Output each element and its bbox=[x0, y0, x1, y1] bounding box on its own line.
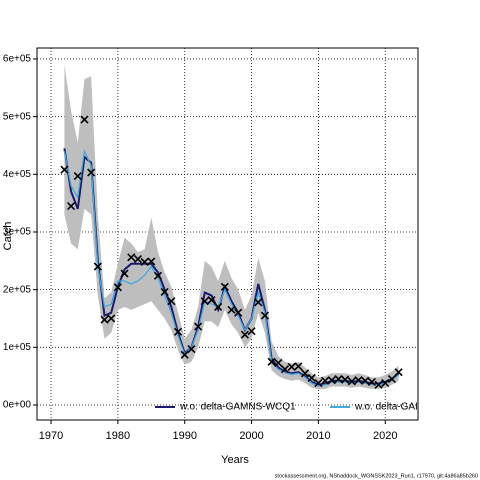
x-tick-label: 1990 bbox=[172, 430, 196, 442]
observed-marker bbox=[254, 298, 263, 307]
x-axis-label: Years bbox=[221, 454, 249, 466]
observed-marker bbox=[120, 269, 129, 278]
observed-marker bbox=[294, 362, 303, 371]
observed-marker bbox=[167, 297, 176, 306]
observed-marker bbox=[80, 115, 89, 124]
observed-marker bbox=[247, 327, 256, 336]
observed-marker bbox=[207, 295, 216, 305]
observed-marker bbox=[394, 368, 403, 377]
plot-area: w.o. delta-GAMNS-WCQ1 w.o. delta-GAI bbox=[37, 48, 418, 420]
observed-marker bbox=[234, 308, 243, 317]
observed-marker bbox=[93, 262, 102, 271]
observed-marker bbox=[307, 373, 316, 382]
observed-marker bbox=[387, 374, 396, 384]
observed-marker bbox=[314, 379, 323, 388]
y-tick-label: 3e+05 bbox=[3, 227, 32, 238]
observed-marker bbox=[127, 253, 136, 262]
x-tick-label: 2020 bbox=[373, 430, 397, 442]
observed-marker bbox=[280, 365, 290, 374]
observed-marker bbox=[140, 257, 149, 267]
observed-marker bbox=[300, 369, 310, 378]
observed-marker bbox=[321, 376, 330, 385]
x-tick-label: 1970 bbox=[39, 430, 63, 442]
observed-marker bbox=[107, 314, 116, 323]
confidence-band bbox=[64, 64, 399, 390]
series-line bbox=[63, 148, 400, 387]
series-line bbox=[63, 148, 400, 386]
y-tick-label: 0e+00 bbox=[3, 400, 32, 411]
observed-marker bbox=[67, 201, 76, 211]
legend-label: w.o. delta-GAMNS-WCQ1 bbox=[179, 402, 296, 413]
observed-marker bbox=[354, 376, 363, 385]
observed-marker bbox=[187, 344, 196, 354]
y-tick-label: 4e+05 bbox=[3, 169, 32, 180]
observed-marker bbox=[60, 165, 69, 174]
plot-frame bbox=[36, 47, 419, 421]
observed-marker bbox=[133, 255, 142, 264]
observed-marker bbox=[153, 271, 163, 280]
observed-marker bbox=[287, 362, 296, 372]
observed-marker bbox=[367, 377, 376, 387]
legend-label: w.o. delta-GAI bbox=[354, 402, 418, 413]
observed-marker bbox=[327, 376, 336, 385]
observed-marker bbox=[73, 171, 82, 181]
observed-marker bbox=[267, 357, 276, 366]
observed-marker bbox=[113, 283, 122, 292]
observed-marker bbox=[180, 350, 189, 359]
y-axis-label: Catch bbox=[2, 222, 14, 251]
observed-marker bbox=[341, 375, 350, 384]
x-tick-label: 1980 bbox=[106, 430, 130, 442]
observed-marker bbox=[214, 302, 223, 312]
observed-marker bbox=[361, 376, 370, 385]
observed-marker bbox=[240, 330, 249, 339]
observed-marker bbox=[227, 305, 236, 314]
y-tick-label: 1e+05 bbox=[3, 342, 32, 353]
y-tick-label: 6e+05 bbox=[3, 54, 32, 65]
observed-marker bbox=[260, 311, 269, 320]
observed-marker bbox=[374, 380, 383, 389]
observed-marker bbox=[274, 358, 283, 367]
x-tick-label: 2000 bbox=[239, 430, 263, 442]
observed-marker bbox=[220, 282, 229, 291]
observed-marker bbox=[347, 377, 356, 386]
observed-marker bbox=[381, 379, 390, 388]
observed-marker bbox=[87, 168, 96, 177]
observed-marker bbox=[100, 315, 109, 324]
observed-marker bbox=[194, 322, 203, 331]
observed-marker bbox=[160, 287, 169, 297]
y-tick-label: 5e+05 bbox=[3, 111, 32, 122]
observed-marker bbox=[334, 374, 343, 384]
observed-marker bbox=[200, 297, 209, 306]
x-tick-label: 2010 bbox=[306, 430, 330, 442]
footer: stockassessment.org, NShaddock_WGNSSK202… bbox=[275, 473, 478, 479]
y-tick-label: 2e+05 bbox=[3, 284, 32, 295]
observed-marker bbox=[147, 257, 156, 266]
observed-marker bbox=[173, 327, 183, 336]
